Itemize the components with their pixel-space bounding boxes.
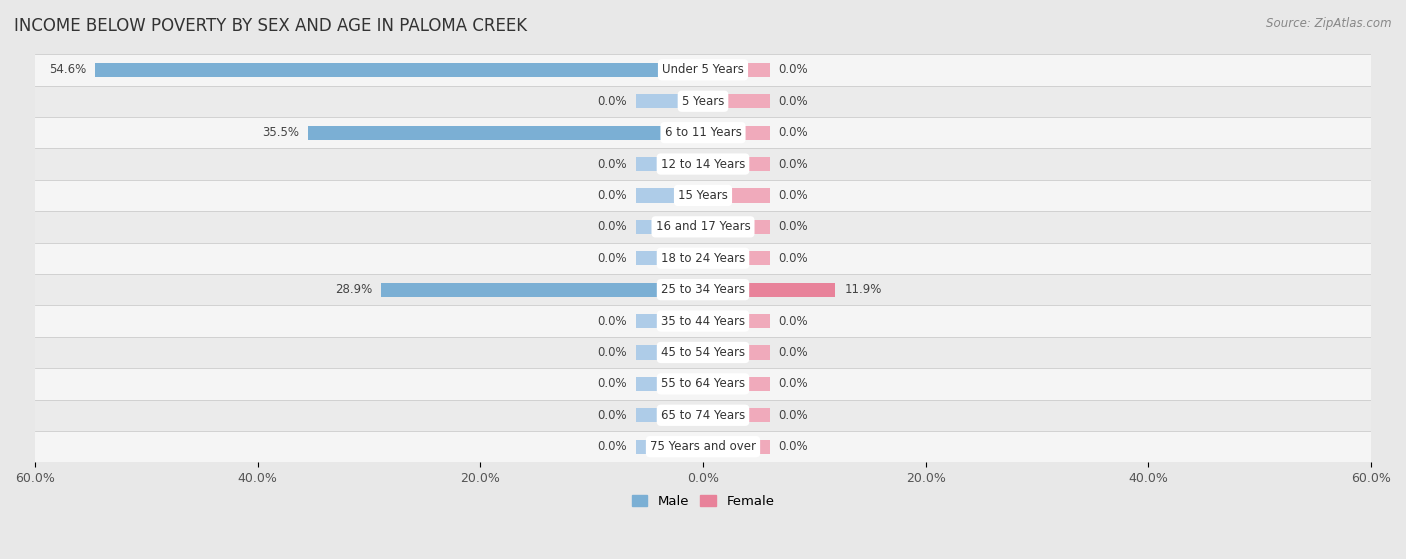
Text: 11.9%: 11.9% [845, 283, 882, 296]
Bar [703, 314, 770, 328]
Text: 0.0%: 0.0% [779, 252, 808, 265]
Bar [703, 220, 770, 234]
Bar [35, 54, 1371, 86]
Text: 0.0%: 0.0% [598, 315, 627, 328]
Bar [636, 94, 703, 108]
Text: 0.0%: 0.0% [598, 158, 627, 170]
Bar [636, 408, 703, 423]
Text: 28.9%: 28.9% [335, 283, 373, 296]
Text: 0.0%: 0.0% [779, 377, 808, 390]
Bar [703, 283, 835, 297]
Bar [35, 211, 1371, 243]
Text: 0.0%: 0.0% [598, 440, 627, 453]
Bar [35, 431, 1371, 462]
Bar [703, 157, 770, 171]
Bar [703, 94, 770, 108]
Text: 0.0%: 0.0% [598, 346, 627, 359]
Bar [35, 86, 1371, 117]
Text: 0.0%: 0.0% [598, 252, 627, 265]
Text: INCOME BELOW POVERTY BY SEX AND AGE IN PALOMA CREEK: INCOME BELOW POVERTY BY SEX AND AGE IN P… [14, 17, 527, 35]
Bar [35, 243, 1371, 274]
Legend: Male, Female: Male, Female [626, 489, 780, 513]
Text: 0.0%: 0.0% [779, 63, 808, 77]
Text: 45 to 54 Years: 45 to 54 Years [661, 346, 745, 359]
Text: 12 to 14 Years: 12 to 14 Years [661, 158, 745, 170]
Text: 0.0%: 0.0% [779, 440, 808, 453]
Bar [636, 345, 703, 359]
Bar [35, 305, 1371, 337]
Text: 0.0%: 0.0% [779, 94, 808, 108]
Text: 0.0%: 0.0% [779, 220, 808, 233]
Text: 18 to 24 Years: 18 to 24 Years [661, 252, 745, 265]
Text: 75 Years and over: 75 Years and over [650, 440, 756, 453]
Bar [35, 117, 1371, 148]
Text: 0.0%: 0.0% [598, 377, 627, 390]
Bar [636, 251, 703, 266]
Text: 5 Years: 5 Years [682, 94, 724, 108]
Text: 65 to 74 Years: 65 to 74 Years [661, 409, 745, 422]
Text: 0.0%: 0.0% [598, 220, 627, 233]
Bar [636, 314, 703, 328]
Text: Under 5 Years: Under 5 Years [662, 63, 744, 77]
Bar [35, 274, 1371, 305]
Bar [35, 368, 1371, 400]
Bar [636, 439, 703, 454]
Text: 54.6%: 54.6% [49, 63, 86, 77]
Bar [636, 157, 703, 171]
Bar [703, 63, 770, 77]
Text: 0.0%: 0.0% [598, 189, 627, 202]
Text: 35.5%: 35.5% [262, 126, 299, 139]
Bar [381, 283, 703, 297]
Text: 0.0%: 0.0% [779, 189, 808, 202]
Bar [636, 188, 703, 202]
Text: 6 to 11 Years: 6 to 11 Years [665, 126, 741, 139]
Text: 0.0%: 0.0% [779, 126, 808, 139]
Bar [308, 126, 703, 140]
Text: 0.0%: 0.0% [598, 94, 627, 108]
Text: 0.0%: 0.0% [779, 346, 808, 359]
Text: 15 Years: 15 Years [678, 189, 728, 202]
Text: 25 to 34 Years: 25 to 34 Years [661, 283, 745, 296]
Text: 0.0%: 0.0% [598, 409, 627, 422]
Bar [703, 126, 770, 140]
Bar [703, 408, 770, 423]
Bar [35, 180, 1371, 211]
Text: 0.0%: 0.0% [779, 315, 808, 328]
Text: Source: ZipAtlas.com: Source: ZipAtlas.com [1267, 17, 1392, 30]
Bar [35, 337, 1371, 368]
Bar [35, 148, 1371, 180]
Bar [636, 220, 703, 234]
Bar [636, 377, 703, 391]
Bar [703, 439, 770, 454]
Bar [96, 63, 703, 77]
Bar [703, 377, 770, 391]
Text: 55 to 64 Years: 55 to 64 Years [661, 377, 745, 390]
Text: 0.0%: 0.0% [779, 409, 808, 422]
Bar [703, 251, 770, 266]
Bar [703, 345, 770, 359]
Bar [703, 188, 770, 202]
Text: 0.0%: 0.0% [779, 158, 808, 170]
Bar [35, 400, 1371, 431]
Text: 35 to 44 Years: 35 to 44 Years [661, 315, 745, 328]
Text: 16 and 17 Years: 16 and 17 Years [655, 220, 751, 233]
